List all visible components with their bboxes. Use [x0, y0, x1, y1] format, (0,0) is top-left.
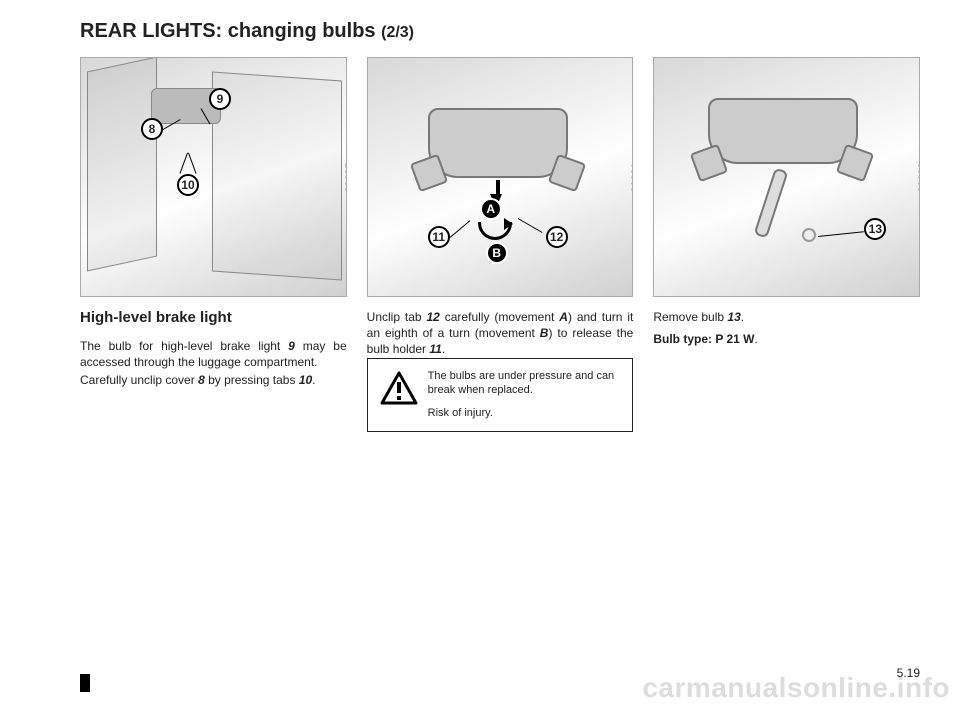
col-2: 30691 A B 11 12 Unclip tab 12 carefully …: [367, 57, 634, 432]
columns: 30687 8 9 10 High-level brake light The …: [80, 57, 920, 432]
callout-13: 13: [864, 218, 886, 240]
callout-9: 9: [209, 88, 231, 110]
warning-icon: [380, 371, 418, 405]
col1-para-2: Carefully unclip cover 8 by pressing tab…: [80, 372, 347, 388]
warning-line-1: The bulbs are under pressure and can bre…: [428, 369, 621, 399]
col2-para-1: Unclip tab 12 carefully (movement A) and…: [367, 309, 634, 358]
col-3: 30692 13 Remove bulb 13. Bulb type: P 21…: [653, 57, 920, 432]
figure-2: 30691 A B 11 12: [367, 57, 634, 297]
page-number: 5.19: [897, 666, 920, 680]
callout-11: 11: [428, 226, 450, 248]
title-main: REAR LIGHTS: changing bulbs: [80, 20, 381, 42]
callout-12: 12: [546, 226, 568, 248]
title-sub: (2/3): [381, 24, 414, 41]
col3-para-2: Bulb type: P 21 W.: [653, 331, 920, 347]
figure-3-imgnum: 30692: [917, 162, 920, 192]
page-title: REAR LIGHTS: changing bulbs (2/3): [80, 20, 920, 43]
warning-box: The bulbs are under pressure and can bre…: [367, 358, 634, 433]
col3-para-1: Remove bulb 13.: [653, 309, 920, 325]
col-1: 30687 8 9 10 High-level brake light The …: [80, 57, 347, 432]
callout-A: A: [480, 198, 502, 220]
callout-8: 8: [141, 118, 163, 140]
figure-1-imgnum: 30687: [344, 162, 347, 192]
callout-B: B: [486, 242, 508, 264]
col1-para-1: The bulb for high-level brake light 9 ma…: [80, 338, 347, 370]
col1-heading: High-level brake light: [80, 309, 347, 326]
warning-line-2: Risk of injury.: [428, 406, 621, 421]
figure-2-imgnum: 30691: [630, 162, 633, 192]
figure-3: 30692 13: [653, 57, 920, 297]
callout-10: 10: [177, 174, 199, 196]
figure-1: 30687 8 9 10: [80, 57, 347, 297]
foot-mark: [80, 674, 90, 692]
